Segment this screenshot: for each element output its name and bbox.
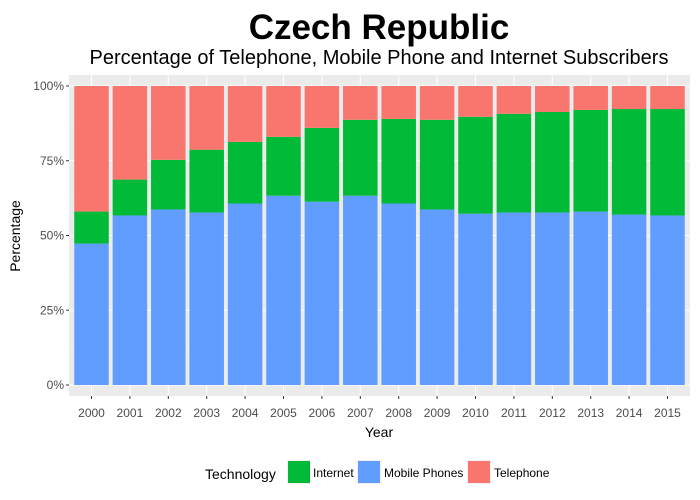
legend-label-mobile-phones: Mobile Phones [384,466,463,480]
bar-mobile-phones-2003 [189,212,224,385]
bar-internet-2013 [573,110,608,212]
x-tick-label: 2008 [385,406,412,420]
chart-title: Czech Republic [249,8,510,47]
legend-key-telephone [468,461,490,483]
bar-telephone-2014 [612,86,647,109]
bar-telephone-2011 [497,86,532,114]
bar-internet-2011 [497,114,532,213]
x-tick-label: 2014 [616,406,643,420]
legend-key-mobile-phones [358,461,380,483]
bar-mobile-phones-2009 [420,209,455,385]
x-tick-label: 2002 [155,406,182,420]
y-tick-label: 50% [40,229,64,243]
bar-mobile-phones-2015 [650,215,685,385]
bar-internet-2015 [650,109,685,215]
bar-telephone-2015 [650,86,685,109]
legend-title: Technology [205,466,276,482]
bar-telephone-2012 [535,86,570,112]
bar-internet-2002 [151,160,186,210]
bar-internet-2007 [343,120,378,196]
bar-telephone-2008 [381,86,416,119]
bar-internet-2010 [458,117,493,214]
bar-mobile-phones-2005 [266,196,301,385]
x-tick-label: 2011 [501,406,527,420]
bar-telephone-2013 [573,86,608,110]
bar-mobile-phones-2008 [381,204,416,385]
bar-telephone-2002 [151,86,186,160]
x-axis-label: Year [365,424,394,440]
x-tick-label: 2009 [424,406,451,420]
bar-internet-2008 [381,119,416,204]
x-tick-label: 2007 [347,406,374,420]
x-axis-ticks: 2000 2001 2002 2003 2004 2005 2006 2007 2008 2009… [78,396,681,420]
y-axis-ticks: 0% 25% 50% 75% 100% [33,79,69,392]
legend: Technology Internet Mobile Phones Telephon… [205,460,550,484]
y-tick-label: 0% [47,378,65,392]
bar-mobile-phones-2006 [305,202,340,385]
bar-mobile-phones-2002 [151,209,186,385]
legend-label-telephone: Telephone [494,466,550,480]
bar-telephone-2001 [113,86,147,180]
y-tick-label: 100% [33,79,64,93]
y-axis-label: Percentage [7,200,23,272]
bar-mobile-phones-2011 [497,212,532,385]
x-tick-label: 2015 [654,406,681,420]
x-tick-label: 2001 [117,406,144,420]
x-tick-label: 2005 [270,406,297,420]
bar-mobile-phones-2013 [573,212,608,385]
bar-internet-2014 [612,109,647,215]
x-tick-label: 2013 [577,406,604,420]
bar-telephone-2010 [458,86,493,117]
bar-mobile-phones-2001 [113,215,147,385]
x-tick-label: 2006 [309,406,336,420]
bar-telephone-2005 [266,86,301,137]
y-tick-label: 75% [40,154,64,168]
bar-mobile-phones-2010 [458,214,493,385]
bar-internet-2000 [74,212,109,244]
bar-mobile-phones-2007 [343,196,378,385]
bar-mobile-phones-2012 [535,212,570,385]
bar-telephone-2000 [74,86,109,212]
x-tick-label: 2004 [232,406,259,420]
bar-telephone-2003 [189,86,224,150]
bar-telephone-2007 [343,86,378,120]
chart-subtitle: Percentage of Telephone, Mobile Phone an… [90,47,669,69]
legend-key-internet [288,461,310,483]
x-tick-label: 2012 [539,406,566,420]
bar-mobile-phones-2000 [74,244,109,385]
bar-internet-2004 [228,142,263,204]
y-tick-label: 25% [40,303,64,317]
bar-telephone-2009 [420,86,455,120]
x-tick-label: 2003 [193,406,220,420]
bar-telephone-2004 [228,86,263,142]
bar-internet-2009 [420,120,455,210]
bar-internet-2012 [535,112,570,212]
bar-internet-2005 [266,137,301,196]
bar-mobile-phones-2004 [228,204,263,385]
bar-telephone-2006 [305,86,340,128]
bar-internet-2006 [305,128,340,202]
bar-internet-2001 [113,180,147,216]
x-tick-label: 2010 [462,406,489,420]
x-tick-label: 2000 [78,406,105,420]
legend-label-internet: Internet [313,466,354,480]
bar-mobile-phones-2014 [612,215,647,385]
bar-internet-2003 [189,150,224,213]
